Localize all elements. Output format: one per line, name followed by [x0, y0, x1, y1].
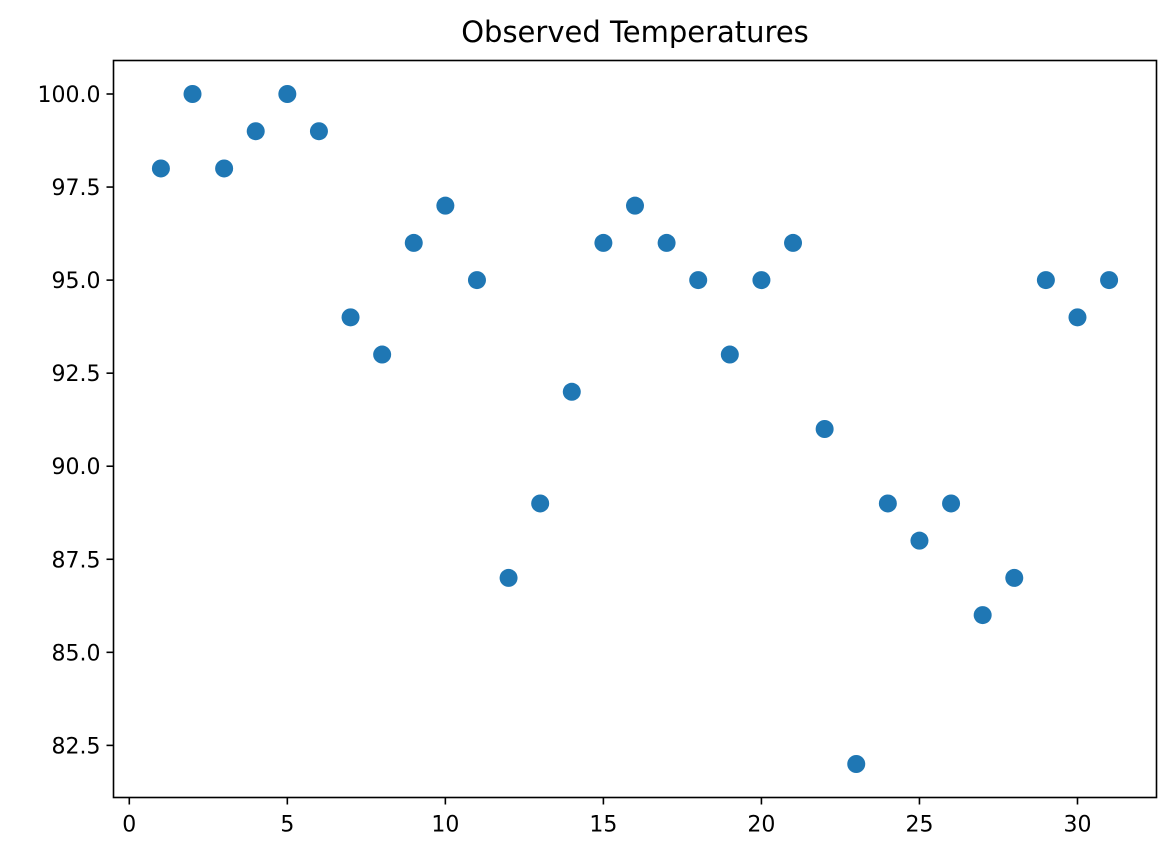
- x-tick-label: 25: [905, 813, 933, 838]
- y-axis: 82.5 85.0 87.5 90.0 92.5 95.0 97.5 100.0: [38, 83, 114, 759]
- data-point: [531, 494, 550, 513]
- data-point: [1068, 308, 1087, 327]
- data-point: [626, 196, 644, 215]
- data-point: [499, 568, 518, 587]
- x-tick-label: 5: [280, 813, 294, 838]
- data-point: [246, 122, 265, 141]
- x-tick-label: 15: [589, 813, 617, 838]
- data-point: [720, 345, 739, 364]
- data-point: [657, 233, 676, 252]
- data-point: [689, 271, 708, 290]
- data-points: [151, 85, 1119, 773]
- data-point: [847, 755, 866, 773]
- data-point: [942, 494, 961, 513]
- y-tick-label: 87.5: [52, 548, 101, 573]
- y-tick-label: 85.0: [52, 641, 101, 666]
- data-point: [973, 606, 992, 625]
- data-point: [1036, 271, 1055, 290]
- data-point: [215, 159, 234, 178]
- x-axis: 0 5 10 15 20 25 30: [122, 797, 1091, 838]
- data-point: [151, 159, 170, 178]
- data-point: [404, 233, 423, 252]
- y-tick-label: 100.0: [38, 83, 101, 108]
- y-tick-label: 97.5: [52, 176, 101, 201]
- data-point: [594, 233, 613, 252]
- data-point: [341, 308, 360, 327]
- data-point: [1005, 568, 1024, 587]
- data-point: [309, 122, 328, 141]
- data-point: [784, 233, 803, 252]
- y-tick-label: 95.0: [52, 269, 101, 294]
- chart-title: Observed Temperatures: [461, 15, 809, 49]
- data-point: [752, 271, 771, 290]
- data-point: [878, 494, 897, 513]
- data-point: [467, 271, 486, 290]
- data-point: [562, 382, 581, 401]
- x-tick-label: 30: [1063, 813, 1091, 838]
- plot-frame: [112, 59, 1158, 799]
- data-point: [373, 345, 392, 364]
- data-point: [910, 531, 929, 550]
- y-tick-label: 92.5: [52, 362, 101, 387]
- data-point: [183, 85, 202, 103]
- data-point: [1100, 271, 1119, 290]
- x-tick-label: 20: [747, 813, 775, 838]
- data-point: [815, 420, 834, 438]
- x-tick-label: 10: [431, 813, 459, 838]
- data-point: [278, 85, 297, 103]
- x-tick-label: 0: [122, 813, 136, 838]
- y-tick-label: 82.5: [52, 734, 101, 759]
- y-tick-label: 90.0: [52, 455, 101, 480]
- data-point: [436, 196, 455, 215]
